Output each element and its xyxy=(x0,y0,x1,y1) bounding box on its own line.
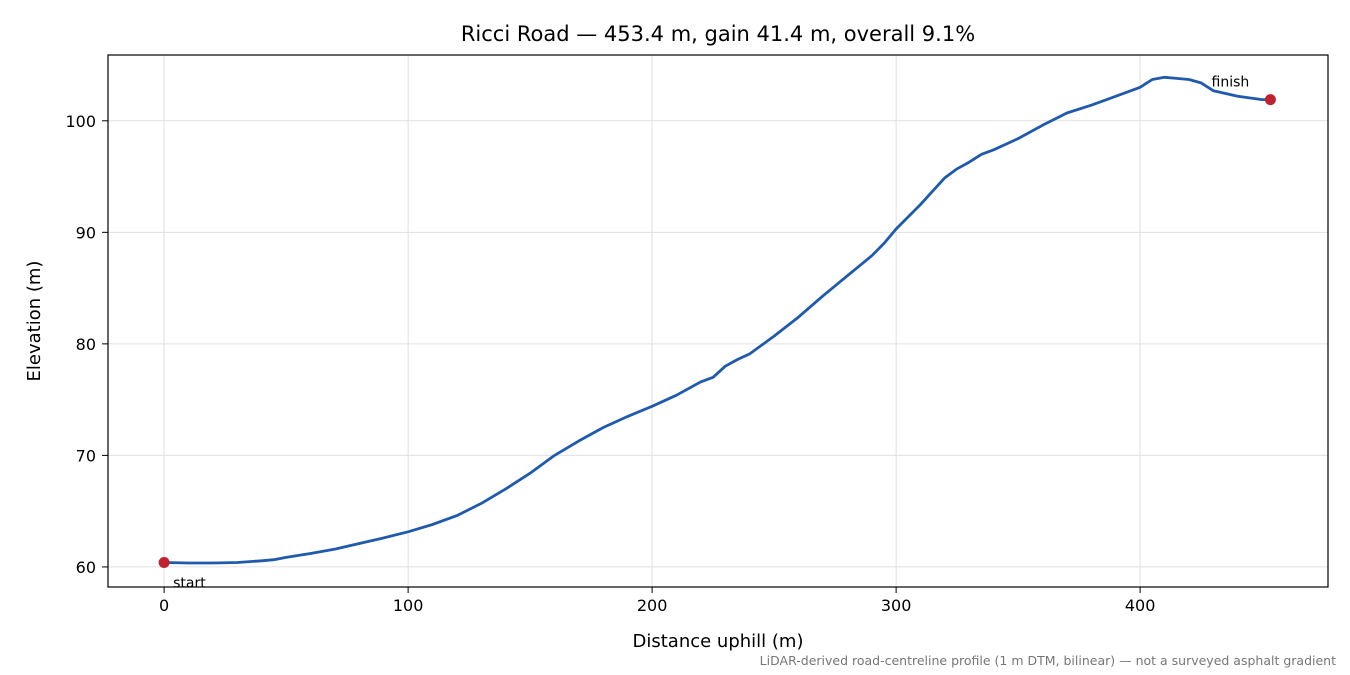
finish-annotation: finish xyxy=(1212,75,1250,91)
y-tick-label: 80 xyxy=(76,335,96,354)
x-tick-label: 100 xyxy=(393,596,424,615)
chart-title: Ricci Road — 453.4 m, gain 41.4 m, overa… xyxy=(461,22,975,46)
footnote: LiDAR-derived road-centreline profile (1… xyxy=(760,653,1336,668)
x-tick-label: 300 xyxy=(881,596,912,615)
x-tick-label: 400 xyxy=(1125,596,1156,615)
series-layer xyxy=(162,75,1272,565)
grid xyxy=(108,55,1328,587)
markers-layer xyxy=(158,94,1276,568)
x-tick-label: 200 xyxy=(637,596,668,615)
axis-ticks: 0 100 200 300 400 60 70 80 90 100 xyxy=(65,112,1155,615)
y-tick-label: 70 xyxy=(76,446,96,465)
y-axis-label: Elevation (m) xyxy=(24,261,45,382)
start-marker xyxy=(158,556,170,568)
elevation-line xyxy=(162,75,1272,565)
y-tick-label: 100 xyxy=(65,112,96,131)
x-axis-label: Distance uphill (m) xyxy=(633,631,804,652)
finish-marker xyxy=(1264,94,1276,106)
x-tick-label: 0 xyxy=(159,596,169,615)
y-tick-label: 90 xyxy=(76,223,96,242)
plot-area-frame xyxy=(107,54,1329,588)
y-tick-label: 60 xyxy=(76,558,96,577)
start-annotation: start xyxy=(173,575,206,591)
